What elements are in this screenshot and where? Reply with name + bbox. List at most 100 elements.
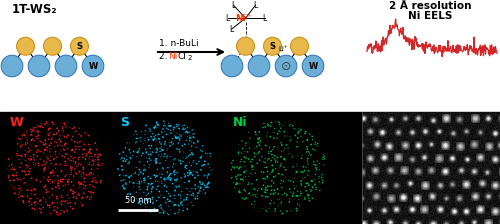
Point	[278, 173, 286, 177]
Point	[288, 155, 296, 159]
Point	[98, 162, 106, 166]
Point	[308, 179, 316, 183]
Point	[183, 155, 191, 159]
Point	[290, 184, 298, 187]
Point	[52, 122, 60, 126]
Point	[248, 158, 256, 161]
Text: S: S	[270, 42, 276, 51]
Point	[22, 173, 30, 177]
Point	[272, 167, 280, 170]
Point	[68, 148, 76, 151]
Point	[274, 187, 281, 191]
Point	[17, 188, 25, 192]
Point	[160, 124, 168, 128]
Point	[76, 163, 84, 166]
Point	[82, 154, 90, 158]
Point	[50, 144, 58, 148]
Point	[152, 124, 160, 128]
Point	[64, 134, 72, 137]
Point	[259, 184, 267, 187]
Point	[256, 139, 264, 142]
Point	[200, 192, 208, 196]
Point	[156, 138, 164, 141]
Point	[53, 213, 61, 216]
Point	[170, 171, 178, 174]
Point	[94, 167, 102, 170]
Point	[55, 152, 63, 155]
Point	[69, 160, 77, 163]
Point	[182, 127, 190, 130]
Point	[56, 163, 64, 166]
Point	[290, 180, 298, 184]
Point	[14, 150, 22, 153]
Point	[48, 137, 56, 141]
Point	[158, 172, 166, 176]
Point	[164, 170, 172, 173]
Point	[233, 182, 241, 186]
Point	[175, 127, 183, 130]
Point	[82, 184, 90, 187]
Point	[274, 156, 281, 159]
Point	[263, 175, 271, 178]
Point	[124, 193, 132, 196]
Point	[52, 132, 60, 136]
Point	[86, 172, 94, 175]
Point	[204, 182, 212, 185]
Point	[26, 128, 34, 131]
Point	[282, 158, 290, 162]
Point	[53, 141, 61, 144]
Point	[156, 203, 164, 207]
Point	[274, 145, 281, 149]
Point	[182, 192, 190, 196]
Point	[176, 194, 184, 198]
Point	[143, 209, 151, 212]
Point	[162, 200, 170, 204]
Point	[132, 155, 140, 159]
Point	[88, 180, 96, 183]
Point	[45, 126, 53, 130]
Point	[206, 166, 214, 170]
Point	[186, 171, 194, 174]
Point	[186, 169, 194, 172]
Point	[248, 173, 256, 176]
Point	[316, 174, 324, 178]
Point	[132, 166, 140, 169]
Point	[80, 186, 88, 190]
Point	[254, 137, 262, 140]
Point	[206, 169, 214, 172]
Point	[86, 191, 94, 194]
Point	[314, 142, 322, 145]
Point	[48, 170, 56, 174]
Point	[239, 196, 247, 200]
Point	[310, 178, 318, 181]
Point	[188, 133, 196, 136]
Point	[38, 203, 46, 207]
Point	[135, 185, 143, 189]
Point	[75, 145, 83, 149]
Point	[242, 190, 250, 193]
Point	[186, 133, 194, 137]
Point	[60, 164, 68, 167]
Point	[238, 158, 246, 161]
Point	[126, 141, 134, 145]
Point	[60, 134, 68, 138]
Point	[13, 171, 21, 175]
Point	[195, 160, 203, 163]
Point	[234, 151, 242, 154]
Point	[44, 203, 52, 207]
Point	[46, 178, 54, 181]
Point	[38, 126, 46, 129]
Point	[146, 210, 154, 214]
Point	[276, 209, 284, 213]
Point	[244, 157, 252, 161]
Point	[40, 148, 48, 151]
Point	[56, 212, 64, 216]
Point	[136, 181, 144, 185]
Point	[96, 181, 104, 184]
Point	[62, 174, 70, 178]
Point	[184, 174, 192, 177]
Point	[118, 168, 126, 172]
Point	[194, 171, 202, 174]
Point	[48, 201, 56, 205]
Point	[74, 158, 82, 161]
